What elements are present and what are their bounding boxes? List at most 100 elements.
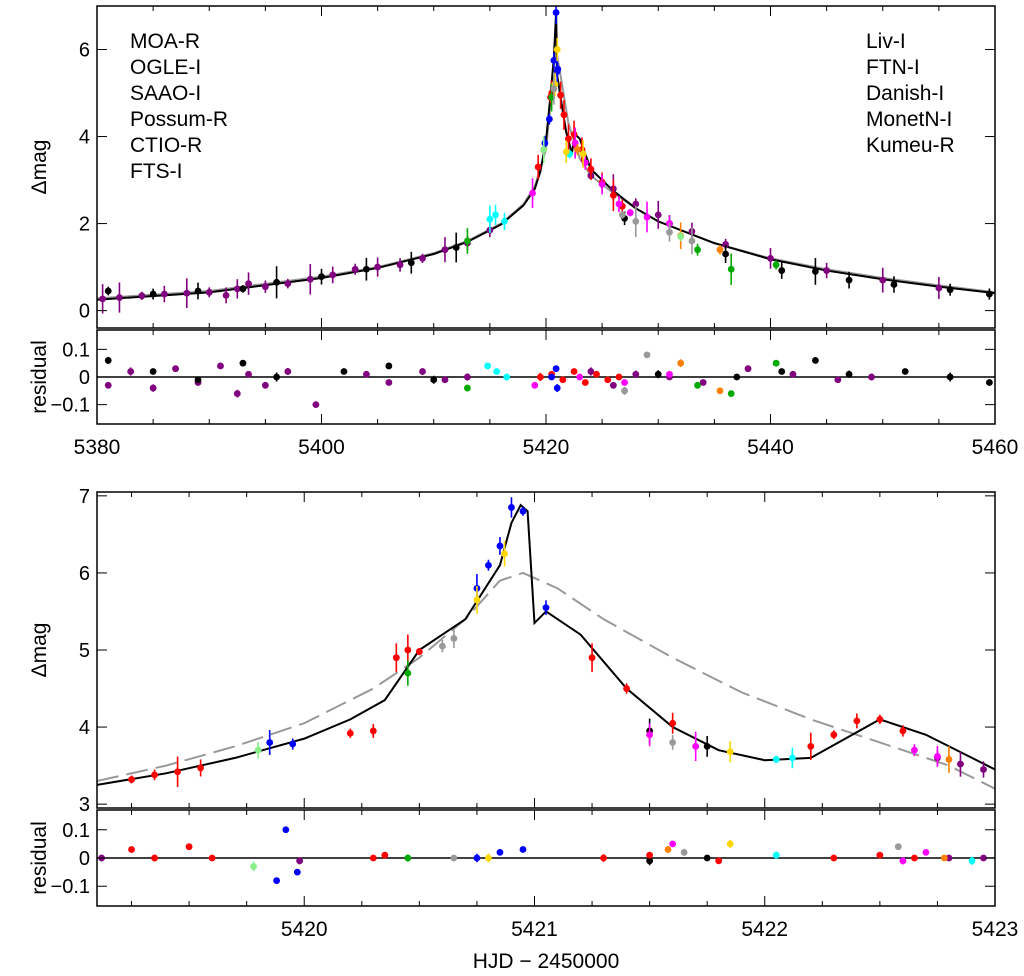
data-point [553, 46, 561, 53]
legend-entry: Danish-I [866, 82, 944, 105]
data-point [329, 271, 337, 279]
data-point [834, 376, 842, 384]
data-point [501, 550, 508, 558]
data-point [626, 209, 634, 217]
data-point [830, 854, 838, 862]
legend-entry: FTN-I [866, 56, 920, 79]
data-point [554, 65, 562, 73]
data-point [404, 646, 412, 654]
data-point [727, 265, 735, 273]
data-point [282, 826, 290, 834]
data-point [553, 384, 561, 392]
data-point [677, 233, 685, 241]
series-liv-i [464, 359, 780, 397]
data-point [587, 165, 595, 173]
data-point [261, 283, 269, 291]
data-point [688, 237, 696, 245]
data-point [560, 111, 568, 119]
data-point [404, 669, 412, 677]
data-point [715, 857, 723, 865]
y-tick-label: 5 [79, 640, 90, 662]
data-point [541, 139, 549, 147]
data-point [552, 365, 560, 373]
data-point [496, 848, 504, 856]
series-monetn-i [450, 843, 902, 862]
series-ftn-i [473, 540, 734, 763]
data-point [666, 370, 673, 378]
data-point [911, 854, 918, 862]
data-point [503, 373, 511, 381]
data-point [876, 851, 884, 859]
data-point [946, 373, 954, 381]
panel-top-residual: 0.1 0 −0.1 5380 5400 5420 5440 5460 residual [28, 329, 1019, 459]
legend-entry: OGLE-I [130, 56, 201, 79]
y-tick-label: −0.1 [51, 395, 90, 417]
plot-area [97, 826, 995, 884]
data-point [369, 854, 377, 862]
x-tick-label: 5460 [972, 436, 1019, 459]
data-point [940, 854, 948, 862]
data-point [677, 359, 685, 367]
legend-entry: Kumeu-R [866, 134, 955, 157]
data-point [879, 276, 887, 284]
data-point [623, 685, 630, 692]
data-point [151, 771, 158, 779]
data-point [197, 764, 205, 772]
data-point [346, 729, 354, 737]
data-point [284, 368, 292, 375]
series-moa-r [99, 172, 943, 314]
data-point [632, 200, 640, 208]
data-point [772, 359, 780, 367]
data-point [273, 373, 280, 381]
series-liv-i [404, 854, 412, 862]
data-point [452, 244, 460, 251]
data-point [250, 863, 257, 870]
data-point [646, 857, 654, 865]
series-kumeu-r [250, 861, 257, 872]
data-point [116, 294, 123, 301]
data-point [980, 766, 987, 773]
y-tick-label: −0.1 [51, 876, 90, 898]
data-point [273, 877, 280, 884]
data-point [598, 181, 606, 188]
series-ftn-i [485, 839, 734, 863]
data-point [464, 237, 471, 245]
series-liv-i [464, 83, 780, 286]
data-point [654, 211, 662, 219]
data-point [772, 756, 780, 763]
data-point [239, 285, 247, 293]
series-ogle-i [104, 356, 993, 386]
data-point [534, 163, 542, 171]
x-tick-label: 5420 [281, 918, 328, 941]
data-point [160, 290, 168, 298]
data-point [643, 351, 651, 359]
data-point [548, 373, 556, 381]
data-point [722, 241, 729, 248]
x-tick-label: 5440 [747, 436, 794, 459]
data-point [174, 768, 181, 776]
data-point [699, 379, 707, 386]
data-point [419, 368, 426, 375]
y-tick-label: 0.1 [62, 339, 90, 361]
legend-entry: FTS-I [130, 160, 183, 183]
data-point [550, 85, 558, 93]
series-fts-i [772, 747, 796, 769]
data-point [529, 189, 536, 197]
data-point [894, 843, 902, 851]
data-point [351, 265, 359, 273]
data-point [127, 368, 135, 375]
data-point [581, 379, 589, 386]
series-possum-r [266, 497, 550, 755]
single-lens-model-line [97, 49, 995, 300]
data-point [493, 368, 501, 375]
data-point [552, 9, 560, 16]
data-point [508, 504, 515, 511]
data-point [273, 278, 280, 286]
series-ftn-i [551, 37, 587, 168]
data-point [945, 756, 953, 763]
data-point [194, 376, 202, 384]
data-point [172, 365, 179, 373]
data-point [621, 387, 628, 395]
data-point [618, 211, 626, 219]
series-danish-i [945, 745, 953, 773]
